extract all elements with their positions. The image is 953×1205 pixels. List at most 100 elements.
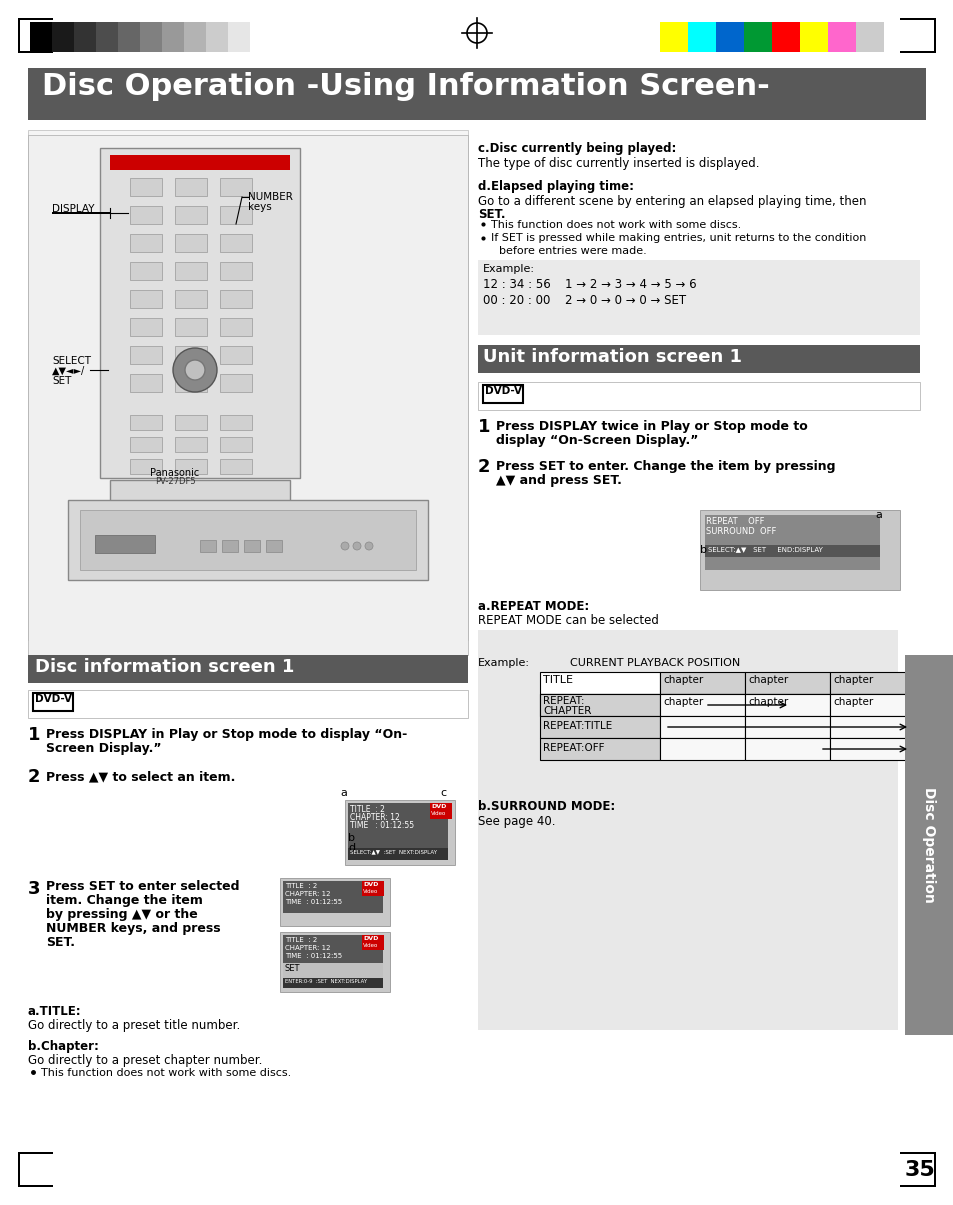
Bar bbox=[659, 22, 687, 52]
Text: 3: 3 bbox=[28, 880, 40, 898]
Bar bbox=[827, 22, 855, 52]
Bar bbox=[174, 178, 207, 196]
Text: TITLE: TITLE bbox=[542, 675, 573, 684]
Text: b.SURROUND MODE:: b.SURROUND MODE: bbox=[477, 800, 615, 813]
Bar bbox=[130, 459, 162, 474]
Bar bbox=[283, 935, 382, 963]
Bar bbox=[220, 178, 252, 196]
Bar bbox=[118, 22, 140, 52]
Bar bbox=[899, 1185, 934, 1187]
Bar bbox=[220, 318, 252, 336]
Text: REPEAT:: REPEAT: bbox=[542, 696, 584, 706]
Bar bbox=[539, 694, 659, 716]
Bar bbox=[95, 535, 154, 553]
Bar bbox=[28, 690, 468, 718]
Text: Press SET to enter selected: Press SET to enter selected bbox=[46, 880, 239, 893]
Bar bbox=[904, 656, 952, 1035]
Bar bbox=[74, 22, 96, 52]
Bar bbox=[659, 716, 744, 737]
Bar bbox=[18, 51, 53, 53]
Bar bbox=[250, 22, 272, 52]
Text: SELECT: SELECT bbox=[52, 355, 91, 366]
Text: DVD: DVD bbox=[363, 882, 378, 887]
Text: CHAPTER: CHAPTER bbox=[542, 706, 591, 716]
Bar bbox=[130, 374, 162, 392]
Text: 1: 1 bbox=[477, 418, 490, 436]
Text: 2 → 0 → 0 → 0 → SET: 2 → 0 → 0 → 0 → SET bbox=[564, 294, 685, 307]
Text: Video: Video bbox=[431, 811, 446, 816]
Text: REPEAT    OFF: REPEAT OFF bbox=[705, 517, 763, 527]
Text: 1 → 2 → 3 → 4 → 5 → 6: 1 → 2 → 3 → 4 → 5 → 6 bbox=[564, 278, 696, 290]
Text: DVD-V: DVD-V bbox=[35, 694, 71, 704]
Bar bbox=[700, 510, 899, 590]
Text: Press DISPLAY in Play or Stop mode to display “On-: Press DISPLAY in Play or Stop mode to di… bbox=[46, 728, 407, 741]
Bar bbox=[18, 1152, 53, 1154]
Text: ▲▼ and press SET.: ▲▼ and press SET. bbox=[496, 474, 621, 487]
Text: Go to a different scene by entering an elapsed playing time, then: Go to a different scene by entering an e… bbox=[477, 195, 865, 208]
Text: NUMBER: NUMBER bbox=[248, 192, 293, 202]
Text: display “On-Screen Display.”: display “On-Screen Display.” bbox=[496, 434, 698, 447]
Text: item. Change the item: item. Change the item bbox=[46, 894, 203, 907]
Text: SET: SET bbox=[285, 964, 300, 972]
Bar bbox=[174, 346, 207, 364]
Bar bbox=[228, 22, 250, 52]
Bar bbox=[539, 672, 659, 694]
Text: If SET is pressed while making entries, unit returns to the condition: If SET is pressed while making entries, … bbox=[491, 233, 865, 243]
Text: NUMBER keys, and press: NUMBER keys, and press bbox=[46, 922, 220, 935]
Bar bbox=[744, 716, 829, 737]
Bar bbox=[933, 1152, 935, 1187]
Bar bbox=[283, 963, 382, 981]
Bar bbox=[68, 500, 428, 580]
Bar bbox=[743, 22, 771, 52]
Bar bbox=[140, 22, 162, 52]
Text: Press DISPLAY twice in Play or Stop mode to: Press DISPLAY twice in Play or Stop mode… bbox=[496, 421, 807, 433]
Text: CHAPTER: 12: CHAPTER: 12 bbox=[350, 813, 399, 822]
Text: DVD: DVD bbox=[431, 804, 446, 809]
Bar bbox=[687, 22, 716, 52]
Bar bbox=[174, 437, 207, 452]
Text: Video: Video bbox=[363, 944, 378, 948]
Bar bbox=[659, 694, 744, 716]
Bar bbox=[744, 694, 829, 716]
Text: a: a bbox=[339, 788, 347, 798]
Text: 2: 2 bbox=[28, 768, 40, 786]
Bar bbox=[744, 672, 829, 694]
Bar bbox=[130, 346, 162, 364]
Text: This function does not work with some discs.: This function does not work with some di… bbox=[41, 1068, 291, 1078]
Bar bbox=[18, 18, 20, 53]
Text: b: b bbox=[700, 545, 706, 556]
Text: SET.: SET. bbox=[477, 208, 505, 221]
Bar bbox=[220, 415, 252, 430]
Text: SURROUND  OFF: SURROUND OFF bbox=[705, 527, 776, 536]
Bar bbox=[280, 931, 390, 992]
Text: Screen Display.”: Screen Display.” bbox=[46, 742, 161, 756]
Text: ▲▼◄►/: ▲▼◄►/ bbox=[52, 366, 85, 376]
Text: DISPLAY: DISPLAY bbox=[52, 204, 94, 214]
Bar bbox=[18, 18, 53, 20]
Bar bbox=[100, 148, 299, 478]
Bar bbox=[28, 67, 925, 120]
Text: chapter: chapter bbox=[832, 696, 872, 707]
Text: a.REPEAT MODE:: a.REPEAT MODE: bbox=[477, 600, 589, 613]
Bar bbox=[130, 234, 162, 252]
Bar bbox=[829, 737, 914, 760]
Text: TITLE  : 2: TITLE : 2 bbox=[285, 937, 317, 944]
Bar bbox=[110, 480, 290, 515]
Bar bbox=[174, 206, 207, 224]
Bar bbox=[130, 178, 162, 196]
Text: TIME  : 01:12:55: TIME : 01:12:55 bbox=[285, 953, 342, 959]
Bar bbox=[716, 22, 743, 52]
Text: 12 : 34 : 56: 12 : 34 : 56 bbox=[482, 278, 550, 290]
Bar bbox=[220, 261, 252, 280]
Text: CURRENT PLAYBACK POSITION: CURRENT PLAYBACK POSITION bbox=[569, 658, 740, 668]
Text: chapter: chapter bbox=[747, 675, 787, 684]
Bar bbox=[829, 672, 914, 694]
Bar bbox=[539, 694, 659, 716]
Text: chapter: chapter bbox=[747, 696, 787, 707]
Bar bbox=[659, 672, 744, 694]
Text: 1: 1 bbox=[28, 725, 40, 743]
Bar bbox=[829, 716, 914, 737]
Bar bbox=[184, 22, 206, 52]
Bar bbox=[283, 881, 382, 913]
Text: TIME   : 01:12:55: TIME : 01:12:55 bbox=[350, 821, 414, 830]
